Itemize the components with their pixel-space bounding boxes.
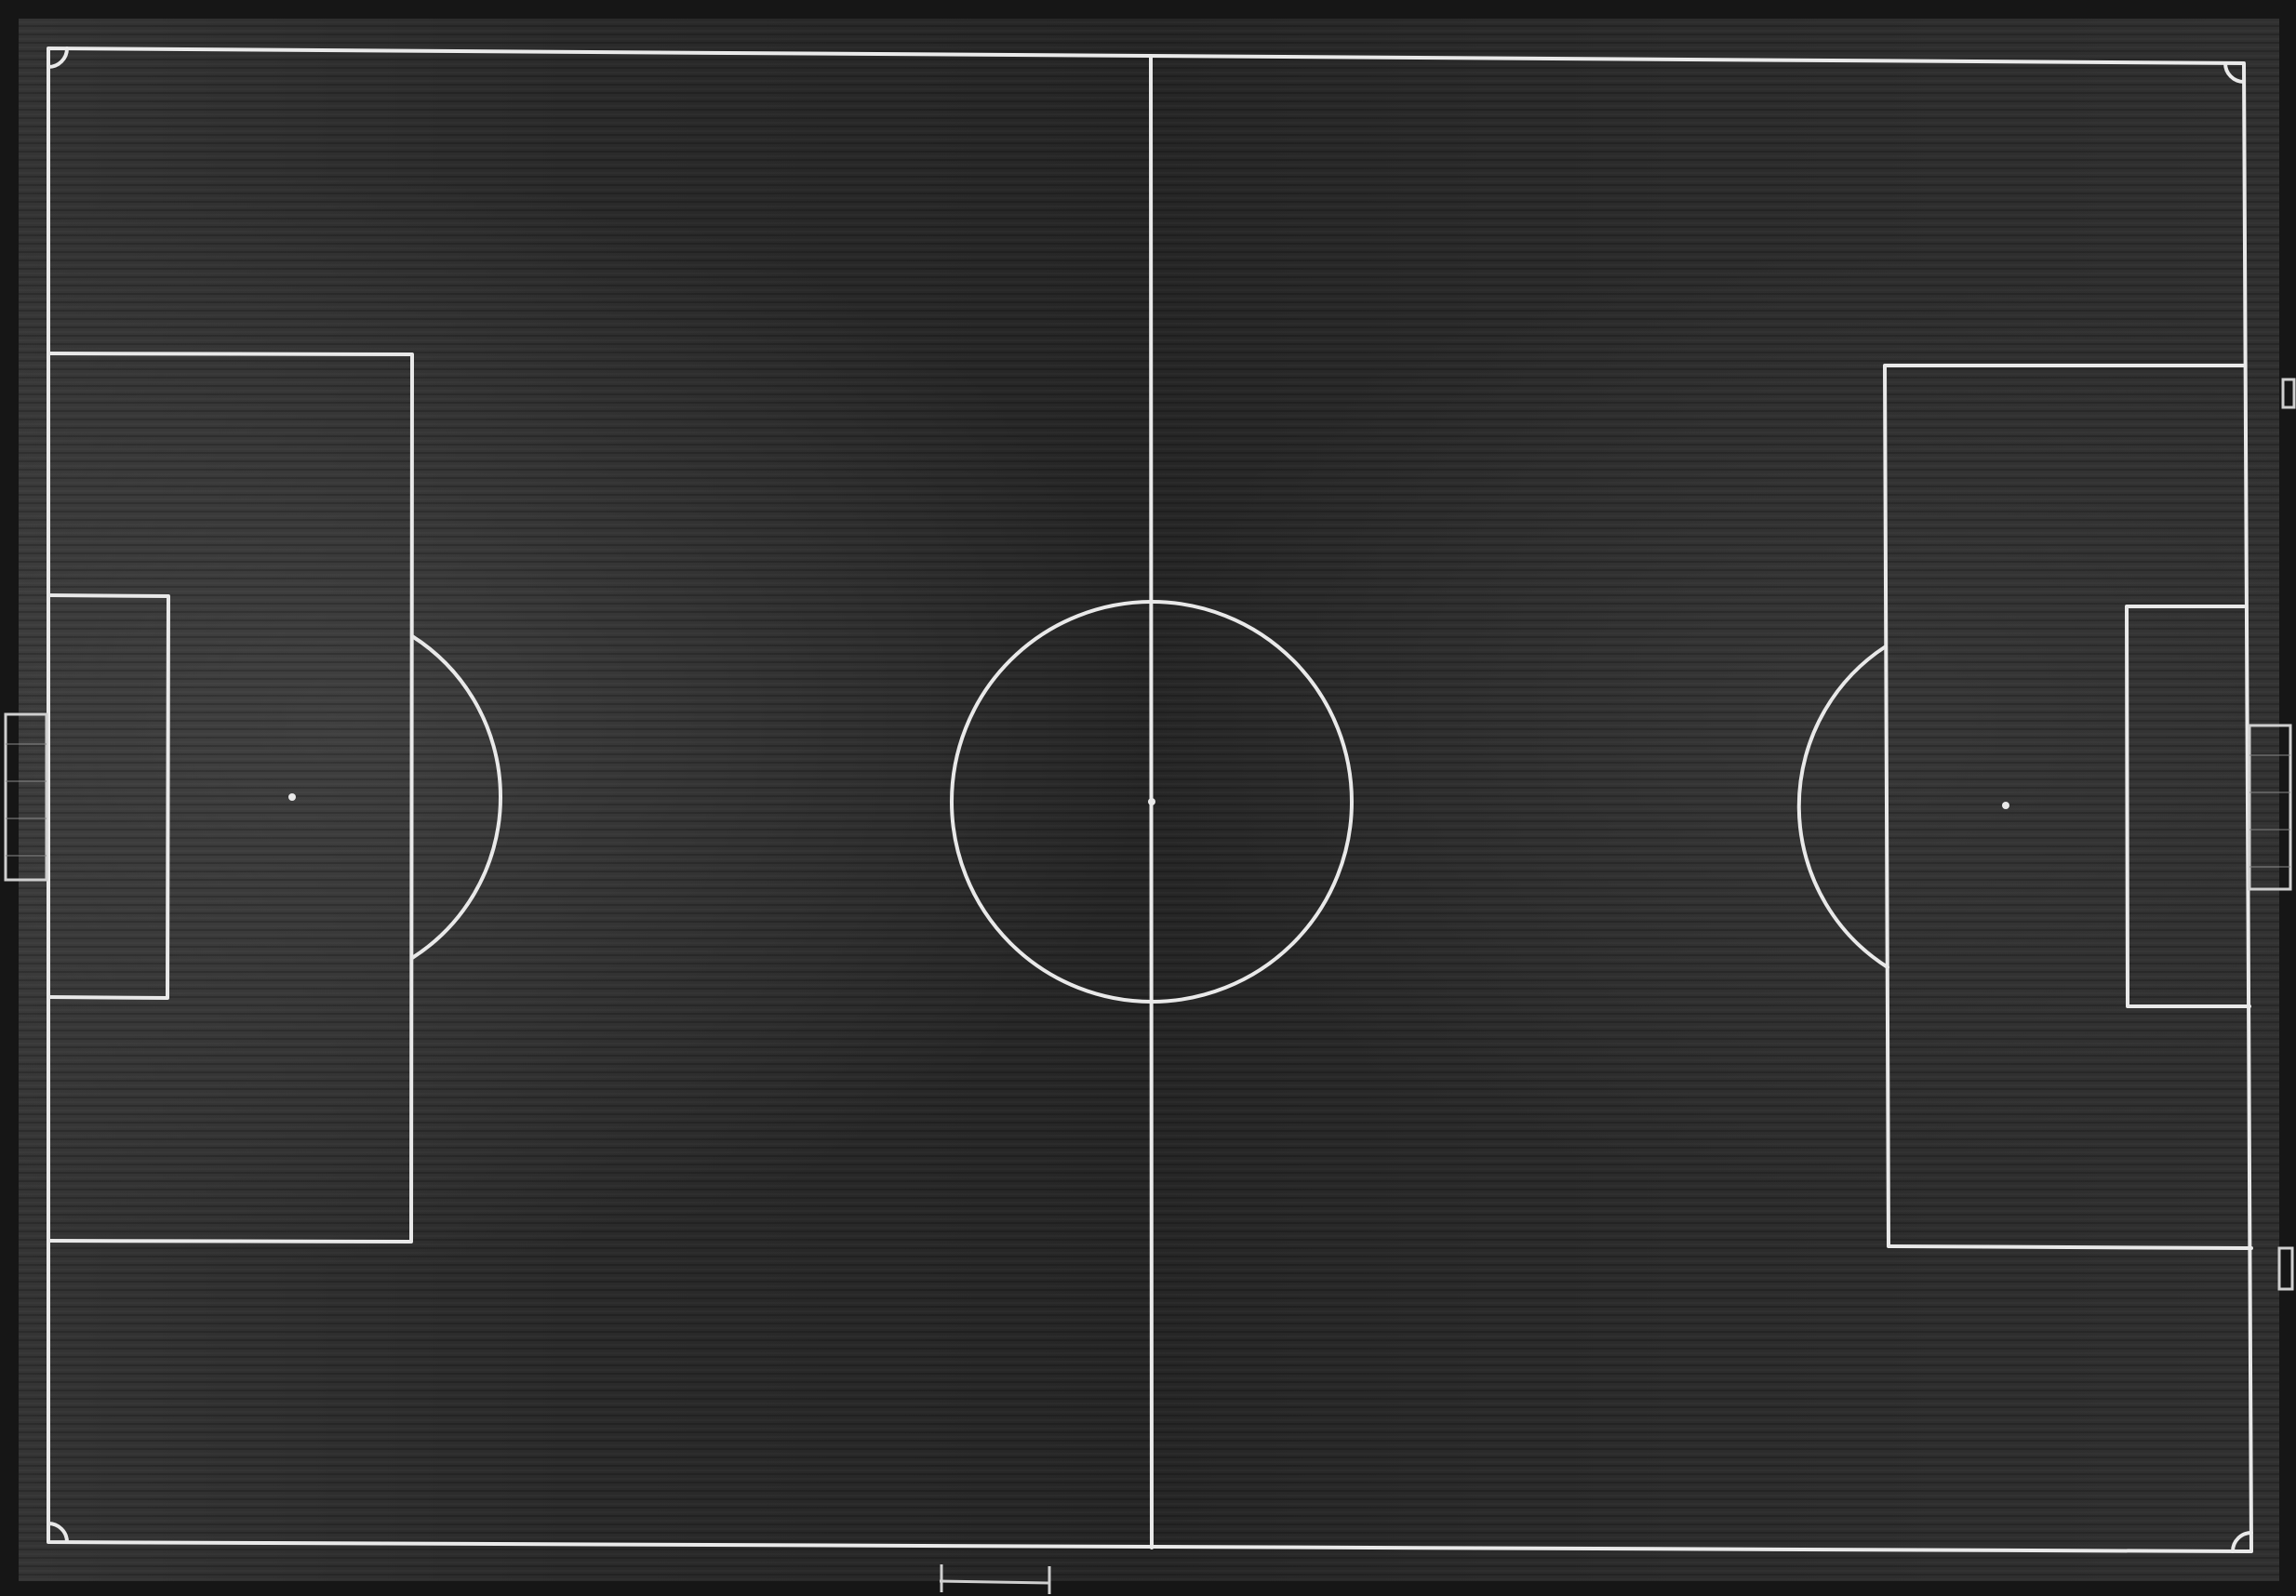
corner-arc-top-right <box>2223 61 2246 84</box>
right-side-posts <box>2277 378 2296 1291</box>
right-penalty-spot <box>2002 802 2009 809</box>
corner-arc-bottom-right <box>2231 1531 2253 1553</box>
centre-spot <box>1148 798 1155 805</box>
corner-arc-top-left <box>47 47 69 69</box>
left-goal <box>4 712 48 882</box>
pitch-markings <box>47 47 2253 1553</box>
centre-circle <box>950 600 1354 1004</box>
right-goal-area <box>2125 605 2251 1008</box>
right-penalty-arc <box>1796 645 1889 969</box>
left-penalty-arc <box>410 634 502 960</box>
left-penalty-area <box>47 352 414 1244</box>
right-penalty-area <box>1883 364 2253 1250</box>
left-penalty-spot <box>288 793 296 801</box>
corner-arc-bottom-left <box>47 1522 69 1544</box>
right-goal <box>2248 724 2292 891</box>
left-goal-area <box>47 593 170 1000</box>
pitch-boundary <box>47 47 2253 1553</box>
spare-goal-frame <box>939 1564 1051 1594</box>
